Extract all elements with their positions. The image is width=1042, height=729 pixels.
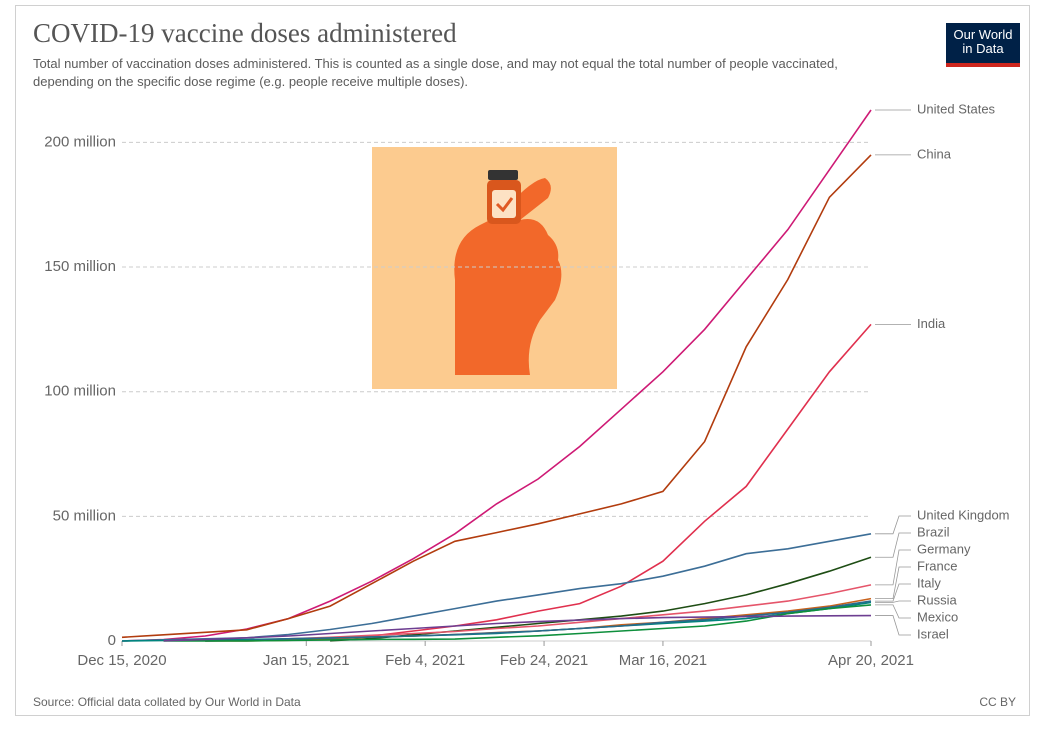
x-tick-label: Jan 15, 2021 — [263, 652, 350, 669]
label-connector — [875, 604, 911, 619]
series-label: China — [917, 146, 952, 161]
source-note: Source: Official data collated by Our Wo… — [33, 695, 301, 709]
chart-subtitle: Total number of vaccination doses admini… — [33, 56, 838, 89]
x-tick-label: Feb 4, 2021 — [385, 652, 465, 669]
label-connector — [875, 583, 911, 602]
label-connector — [875, 515, 911, 535]
label-connector — [875, 566, 911, 600]
series-label: India — [917, 316, 946, 331]
y-tick-label: 0 — [108, 632, 116, 649]
y-tick-label: 100 million — [44, 383, 116, 400]
x-tick-label: Apr 20, 2021 — [828, 652, 914, 669]
series-line — [330, 556, 872, 642]
series-line — [163, 614, 872, 642]
x-tick-label: Mar 16, 2021 — [619, 652, 707, 669]
label-connector — [875, 532, 911, 558]
series-label: Italy — [917, 575, 941, 590]
frame — [15, 5, 1030, 716]
series-label: Germany — [917, 541, 971, 556]
series-line — [121, 601, 872, 642]
series-label: United States — [917, 101, 996, 116]
series-line — [205, 600, 872, 642]
series-label: Mexico — [917, 609, 958, 624]
label-connector — [875, 549, 911, 586]
chart-title: COVID-19 vaccine doses administered — [33, 18, 457, 48]
series-line — [330, 323, 872, 641]
license[interactable]: CC BY — [979, 695, 1016, 709]
x-tick-label: Feb 24, 2021 — [500, 652, 588, 669]
label-connector — [875, 615, 911, 636]
illustration — [372, 147, 617, 389]
series-line — [163, 604, 872, 642]
y-tick-label: 200 million — [44, 133, 116, 150]
series-label: France — [917, 558, 957, 573]
series-label: Israel — [917, 626, 949, 641]
logo-line: in Data — [962, 41, 1004, 56]
logo-line: Our World — [953, 27, 1013, 42]
series-label: Brazil — [917, 524, 950, 539]
y-tick-label: 150 million — [44, 258, 116, 275]
y-tick-label: 50 million — [53, 507, 116, 524]
logo[interactable]: Our World in Data — [946, 23, 1020, 67]
series-label: Russia — [917, 592, 958, 607]
x-tick-label: Dec 15, 2020 — [77, 652, 166, 669]
series-line — [121, 154, 872, 639]
series-label: United Kingdom — [917, 507, 1010, 522]
label-connector — [875, 600, 911, 603]
series-line — [121, 533, 872, 642]
